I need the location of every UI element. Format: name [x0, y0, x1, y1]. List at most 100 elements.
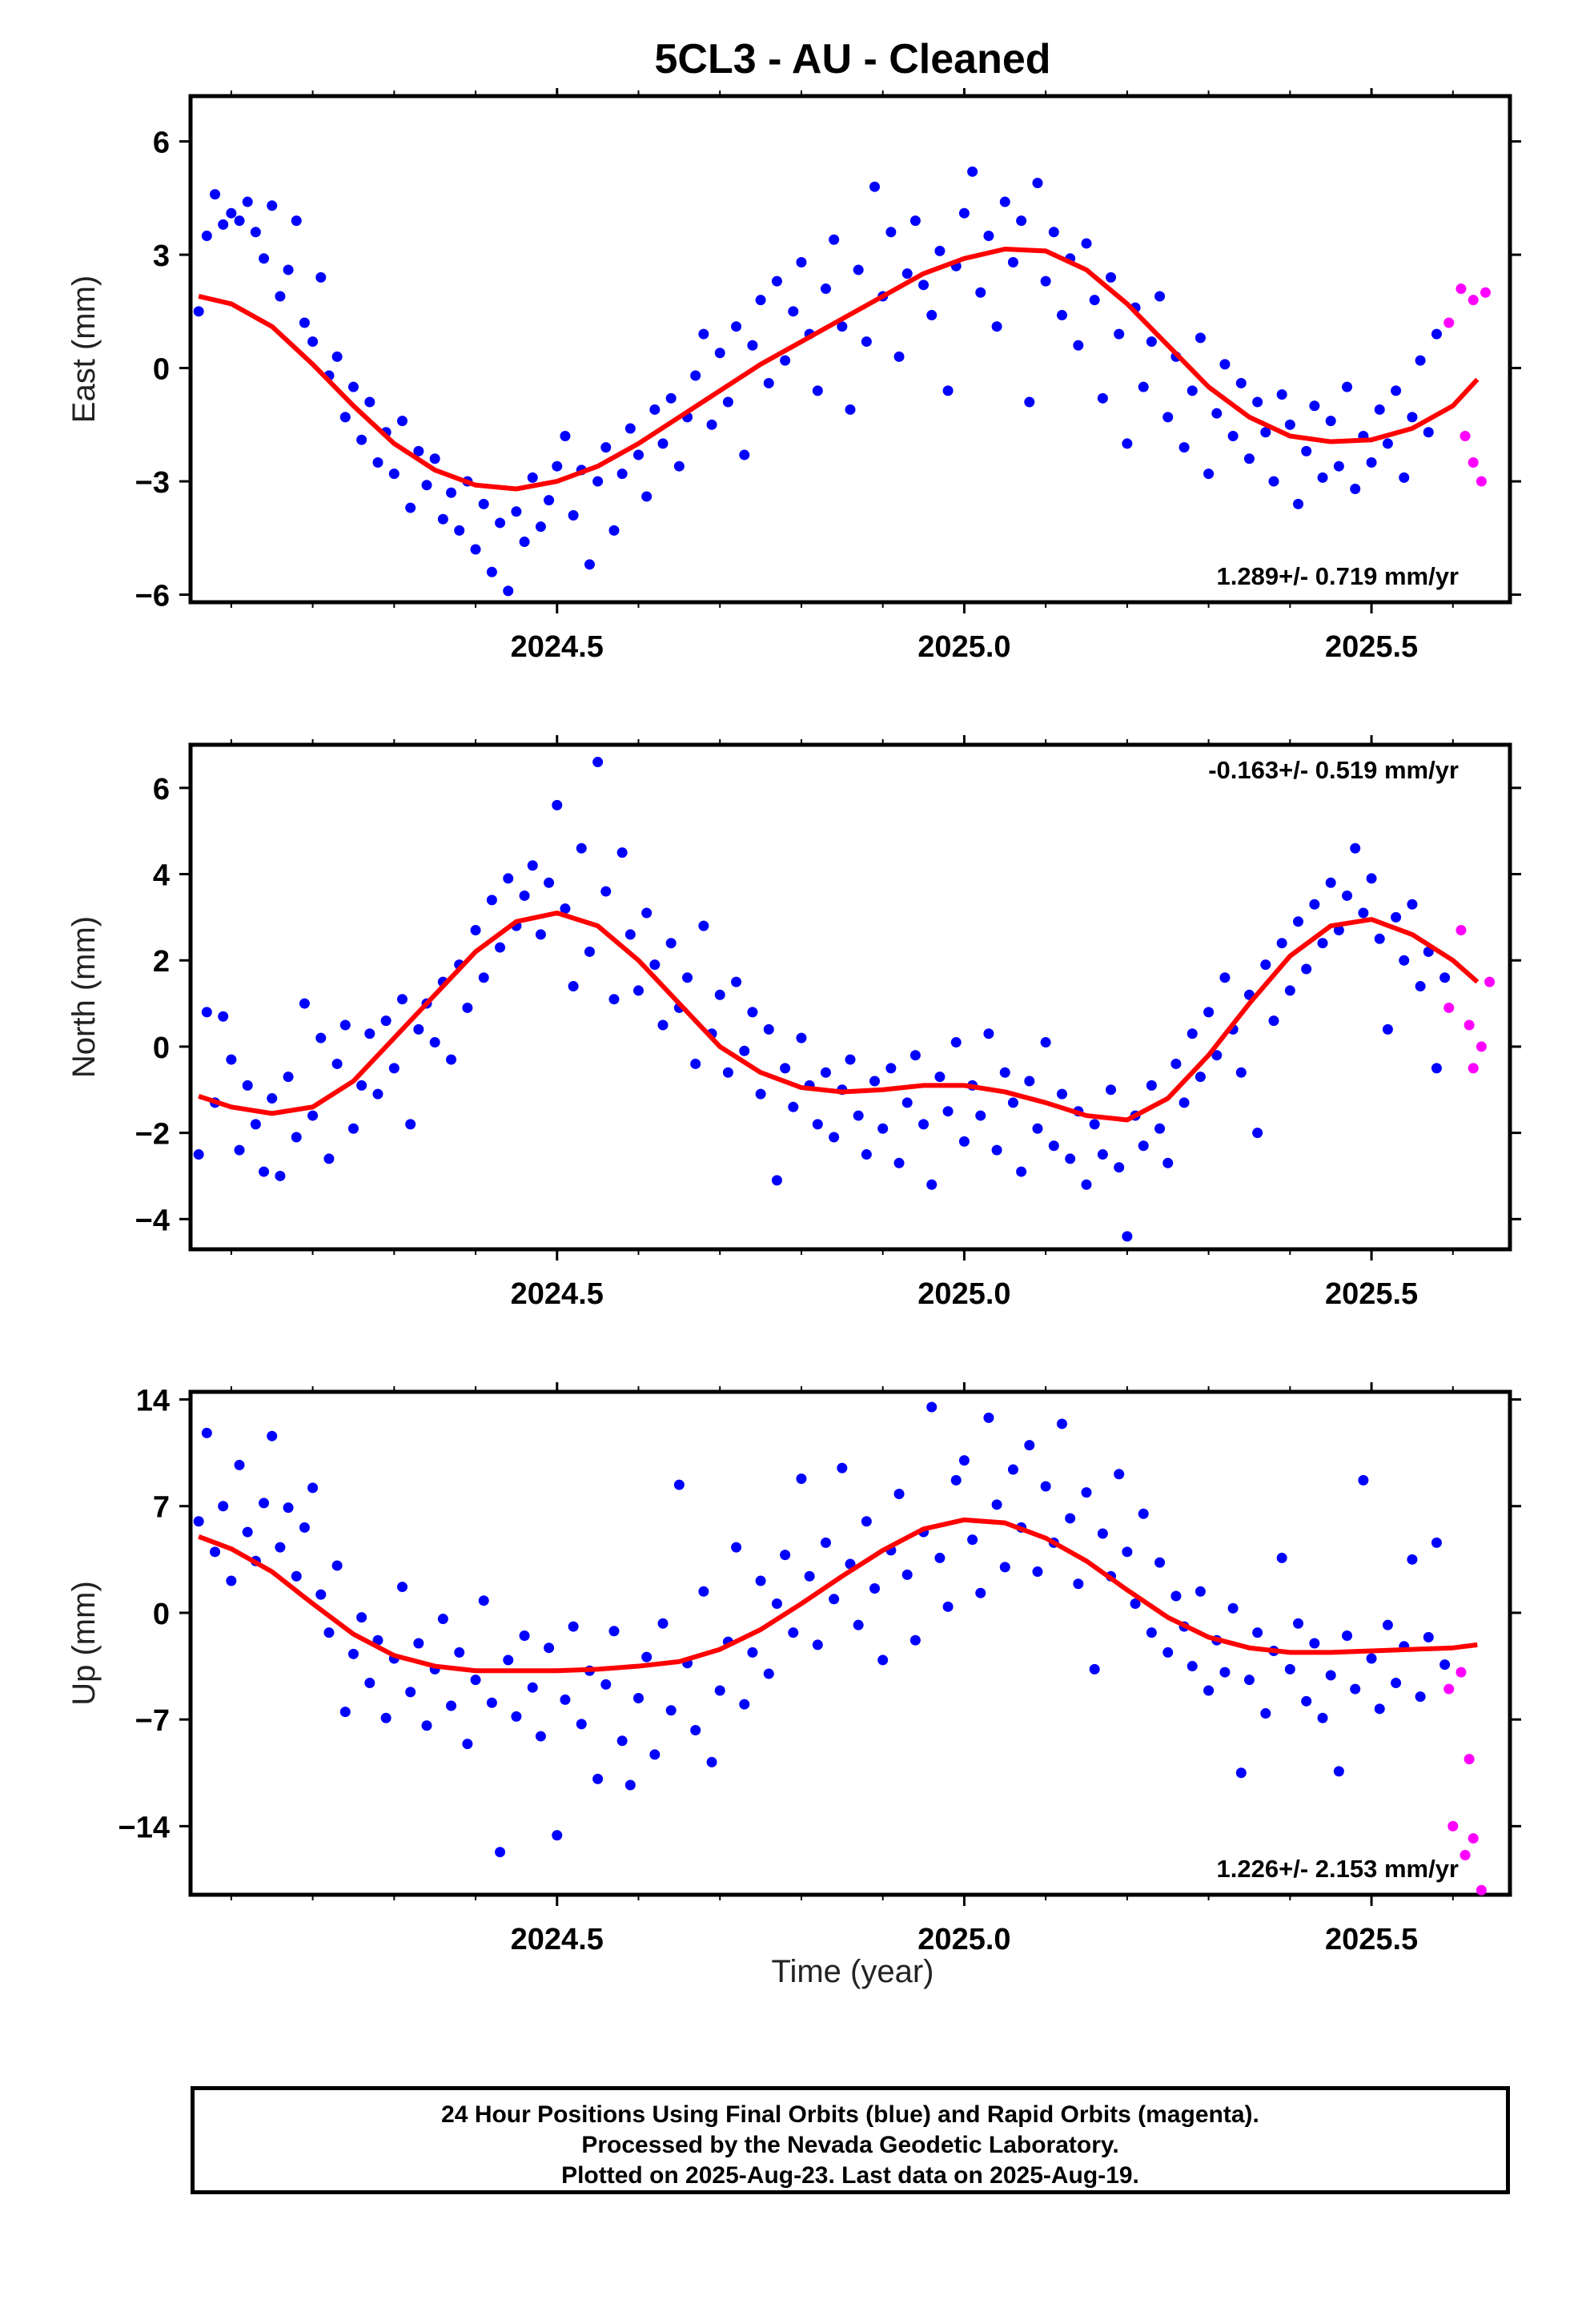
final-orbit-point	[714, 989, 725, 1000]
final-orbit-point	[527, 1682, 538, 1693]
final-orbit-point	[804, 1570, 815, 1582]
final-orbit-point	[1374, 933, 1385, 944]
final-orbit-point	[1219, 972, 1231, 983]
x-tick-label: 2025.0	[917, 1277, 1010, 1311]
final-orbit-point	[1122, 1231, 1133, 1242]
final-orbit-point	[283, 1502, 294, 1514]
velocity-rate-label: -0.163+/- 0.519 mm/yr	[1208, 756, 1459, 784]
final-orbit-point	[226, 1054, 237, 1065]
final-orbit-point	[845, 404, 856, 415]
final-orbit-point	[1040, 1481, 1051, 1492]
final-orbit-point	[315, 271, 327, 283]
final-orbit-point	[950, 1037, 962, 1048]
final-orbit-point	[1195, 1072, 1206, 1083]
final-orbit-point	[829, 234, 840, 245]
rapid-orbit-point	[1476, 1041, 1487, 1052]
y-tick-label: 6	[153, 773, 170, 806]
final-orbit-point	[486, 895, 497, 906]
final-orbit-point	[1178, 442, 1190, 453]
final-orbit-point	[1284, 1663, 1295, 1675]
final-orbit-point	[356, 1080, 367, 1091]
final-orbit-point	[1391, 1677, 1402, 1688]
final-orbit-point	[495, 942, 506, 953]
rapid-orbit-point	[1456, 1667, 1467, 1678]
final-orbit-point	[568, 981, 579, 992]
final-orbit-point	[1203, 1007, 1215, 1018]
final-orbit-point	[1350, 842, 1361, 854]
final-orbit-point	[1219, 1667, 1231, 1678]
final-orbit-point	[511, 506, 522, 517]
y-tick-label: 3	[153, 239, 170, 273]
x-tick-label: 2025.5	[1325, 1277, 1418, 1311]
final-orbit-point	[950, 1474, 962, 1486]
final-orbit-point	[1358, 907, 1369, 919]
final-orbit-point	[592, 1773, 604, 1784]
final-orbit-point	[307, 1482, 319, 1494]
final-orbit-point	[1219, 359, 1231, 370]
final-orbit-point	[942, 385, 954, 396]
y-tick-label: −7	[135, 1704, 170, 1738]
final-orbit-point	[201, 231, 212, 242]
footer-caption: 24 Hour Positions Using Final Orbits (bl…	[191, 2086, 1510, 2194]
y-tick-label: 6	[153, 127, 170, 160]
final-orbit-point	[812, 1639, 823, 1651]
final-orbit-point	[1114, 328, 1125, 340]
final-orbit-point	[1024, 1440, 1035, 1451]
final-orbit-point	[201, 1007, 212, 1018]
final-orbit-point	[1374, 404, 1385, 415]
final-orbit-point	[1081, 238, 1092, 249]
y-tick-label: −14	[118, 1811, 170, 1844]
rapid-orbit-point	[1443, 1002, 1455, 1013]
final-orbit-point	[1333, 925, 1344, 936]
final-orbit-point	[1407, 1554, 1418, 1565]
final-orbit-point	[347, 1648, 359, 1659]
final-orbit-point	[641, 491, 652, 502]
final-orbit-point	[1154, 291, 1166, 302]
final-orbit-point	[478, 498, 489, 509]
final-orbit-point	[267, 1430, 278, 1441]
final-orbit-point	[1203, 468, 1215, 480]
final-orbit-point	[396, 416, 408, 427]
final-orbit-point	[1268, 476, 1279, 487]
final-orbit-point	[657, 1618, 669, 1629]
final-orbit-point	[861, 1149, 872, 1160]
final-orbit-point	[829, 1594, 840, 1605]
final-orbit-point	[291, 1132, 302, 1143]
final-orbit-point	[1260, 1708, 1271, 1719]
final-orbit-point	[568, 1621, 579, 1632]
final-orbit-point	[437, 1614, 448, 1625]
final-orbit-point	[1431, 328, 1442, 340]
final-orbit-point	[519, 890, 530, 901]
final-orbit-point	[673, 1479, 685, 1490]
final-orbit-point	[690, 370, 701, 381]
final-orbit-point	[706, 1756, 717, 1767]
final-orbit-point	[893, 351, 905, 362]
final-orbit-point	[267, 1093, 278, 1104]
final-orbit-point	[641, 907, 652, 919]
final-orbit-point	[1016, 1166, 1027, 1177]
final-orbit-point	[934, 1072, 946, 1083]
final-orbit-point	[1276, 938, 1287, 949]
final-orbit-point	[967, 1534, 978, 1546]
final-orbit-point	[657, 1019, 669, 1031]
final-orbit-point	[1284, 985, 1295, 996]
final-orbit-point	[576, 1719, 587, 1730]
final-orbit-point	[1399, 955, 1410, 966]
final-orbit-point	[1309, 899, 1320, 910]
final-orbit-point	[706, 419, 717, 430]
final-orbit-point	[1097, 392, 1108, 404]
final-orbit-point	[1016, 215, 1027, 227]
final-orbit-point	[771, 1175, 782, 1186]
final-orbit-point	[1342, 1630, 1353, 1641]
final-orbit-point	[437, 513, 448, 525]
final-orbit-point	[1007, 257, 1018, 268]
final-orbit-point	[1309, 1638, 1320, 1649]
final-orbit-point	[624, 929, 636, 940]
final-orbit-point	[299, 317, 310, 328]
final-orbit-point	[347, 1123, 359, 1134]
final-orbit-point	[1276, 389, 1287, 400]
final-orbit-point	[665, 1705, 677, 1716]
final-orbit-point	[1170, 1058, 1182, 1069]
final-orbit-point	[649, 404, 661, 415]
final-orbit-point	[853, 264, 864, 275]
